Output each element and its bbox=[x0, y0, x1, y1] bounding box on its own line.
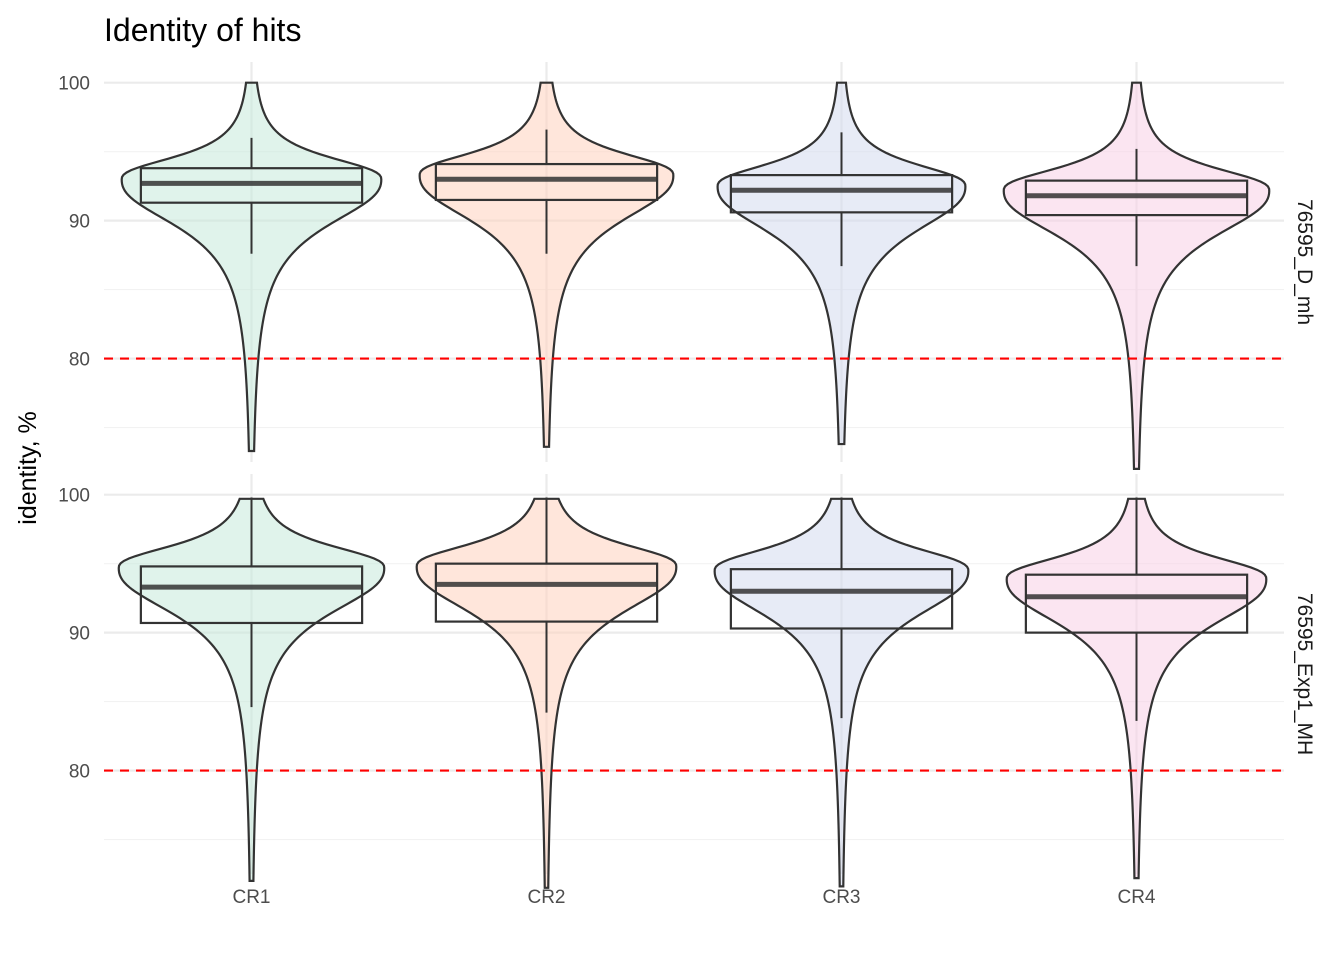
y-axis-title: identity, % bbox=[14, 411, 42, 524]
y-tick-label: 100 bbox=[58, 486, 90, 507]
box-CR3 bbox=[729, 174, 954, 214]
box-CR1 bbox=[139, 565, 364, 625]
violin-CR1 bbox=[120, 81, 383, 453]
x-tick-label: CR4 bbox=[1117, 887, 1155, 908]
facet-panel: 80 90 100 76595_D_mh bbox=[58, 62, 1316, 470]
box-CR3 bbox=[729, 568, 954, 630]
box-CR2 bbox=[434, 562, 659, 623]
facet-panel: 80 90 100 76595_Exp1_MH bbox=[58, 474, 1316, 889]
x-tick-label: CR1 bbox=[232, 887, 270, 908]
y-tick-label: 100 bbox=[58, 74, 90, 95]
x-tick-label: CR3 bbox=[822, 887, 860, 908]
chart-title: Identity of hits bbox=[104, 12, 301, 48]
violin-CR2 bbox=[418, 81, 675, 448]
x-tick-label: CR2 bbox=[527, 887, 565, 908]
y-tick-label: 80 bbox=[69, 350, 90, 371]
facet-strip-label: 76595_D_mh bbox=[1293, 199, 1316, 325]
x-axis: CR1 CR2 CR3 CR4 bbox=[232, 887, 1155, 908]
facet-strip-label: 76595_Exp1_MH bbox=[1293, 593, 1316, 755]
facet-panels: 80 90 100 76595_D_mh 80 90 100 76595_Exp1_MH bbox=[58, 62, 1316, 889]
y-tick-label: 90 bbox=[69, 212, 90, 233]
violin-CR4 bbox=[1002, 81, 1271, 470]
box-CR4 bbox=[1024, 573, 1249, 634]
y-tick-label: 90 bbox=[69, 624, 90, 645]
box-CR2 bbox=[434, 162, 659, 202]
y-tick-label: 80 bbox=[69, 762, 90, 783]
